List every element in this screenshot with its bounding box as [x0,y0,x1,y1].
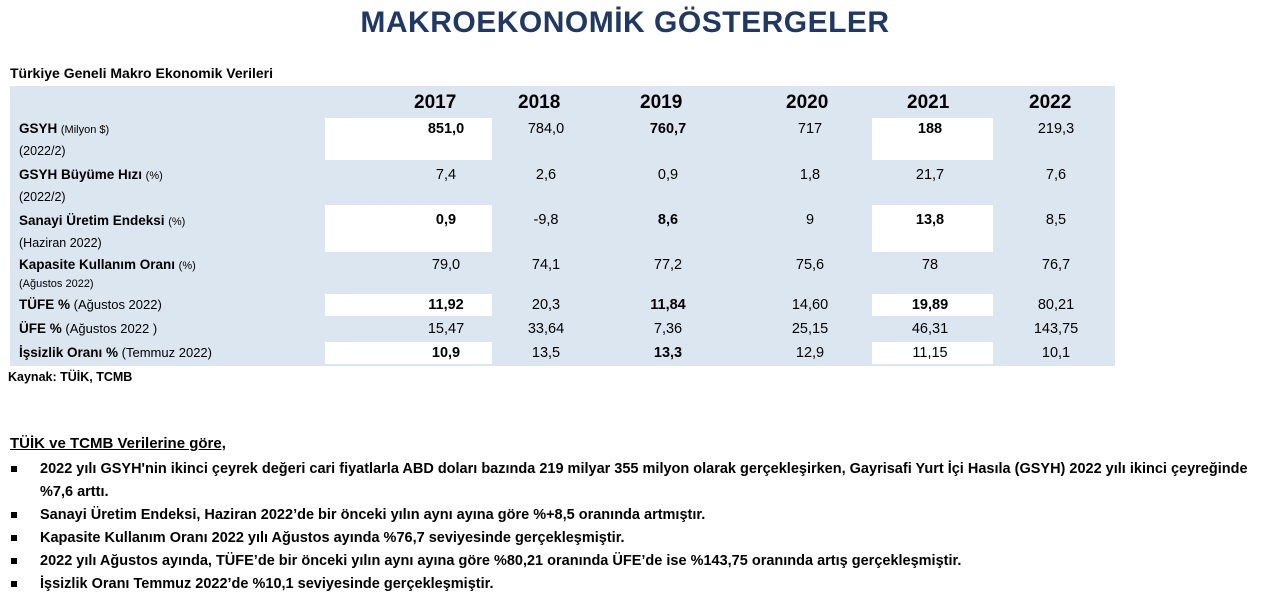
value-cell: 15,47 [427,321,465,337]
year-header: 2018 [518,92,561,113]
value-cell: 33,64 [527,321,565,337]
row-label-kapasite: Kapasite Kullanım Oranı (%) (Ağustos 202… [19,257,196,290]
value-cell: 143,75 [1033,321,1079,337]
highlight-box [872,118,993,160]
value-cell: 10,1 [1041,345,1071,361]
year-header: 2022 [1029,92,1072,113]
list-item: 2022 yılı Ağustos ayında, TÜFE’de bir ön… [10,550,1250,573]
value-cell: 7,36 [653,321,683,337]
row-label-sanayi: Sanayi Üretim Endeksi (%) (Haziran 2022) [19,213,186,250]
value-cell: 7,4 [435,167,457,183]
value-cell: 7,6 [1045,167,1067,183]
row-label-ufe: ÜFE % (Ağustos 2022 ) [19,321,158,336]
highlight-box [325,118,492,160]
value-cell: 188 [917,121,943,137]
year-header: 2019 [640,92,683,113]
value-cell: 0,9 [435,212,457,228]
year-header: 2020 [786,92,829,113]
macro-indicators-table: 2017 2018 2019 2020 2021 2022 GSYH (Mily… [10,86,1115,366]
list-item: Sanayi Üretim Endeksi, Haziran 2022’de b… [10,504,1250,527]
value-cell: 784,0 [527,121,565,137]
value-cell: 79,0 [431,257,461,273]
value-cell: 717 [797,121,823,137]
value-cell: 11,15 [912,345,948,361]
highlight-box [325,294,492,316]
value-cell: 80,21 [1037,297,1075,313]
square-bullet-icon [11,558,17,564]
table-subtitle: Türkiye Geneli Makro Ekonomik Verileri [10,65,273,81]
notes-title: TÜİK ve TCMB Verilerine göre, [10,435,226,452]
square-bullet-icon [11,535,17,541]
value-cell: -9,8 [533,212,559,228]
value-cell: 1,8 [799,167,821,183]
square-bullet-icon [11,581,17,587]
page-title: MAKROEKONOMİK GÖSTERGELER [360,6,890,39]
value-cell: 11,92 [428,297,464,313]
square-bullet-icon [11,466,17,472]
highlight-box [325,342,492,364]
value-cell: 75,6 [795,257,825,273]
value-cell: 25,15 [791,321,829,337]
value-cell: 9 [805,212,815,228]
value-cell: 8,5 [1045,212,1067,228]
year-header: 2021 [907,92,950,113]
value-cell: 8,6 [657,212,679,228]
square-bullet-icon [11,512,17,518]
row-label-tufe: TÜFE % (Ağustos 2022) [19,297,162,312]
highlight-box [872,294,993,316]
value-cell: 2,6 [535,167,557,183]
row-label-issizlik: İşsizlik Oranı % (Temmuz 2022) [19,345,212,360]
value-cell: 46,31 [911,321,949,337]
value-cell: 851,0 [427,121,465,137]
value-cell: 11,84 [650,297,686,313]
row-label-gsyh: GSYH (Milyon $) (2022/2) [19,121,110,158]
list-item: İşsizlik Oranı Temmuz 2022’de %10,1 sevi… [10,573,1250,596]
value-cell: 77,2 [653,257,683,273]
notes-list: 2022 yılı GSYH'nin ikinci çeyrek değeri … [10,458,1250,596]
value-cell: 20,3 [531,297,561,313]
list-item: Kapasite Kullanım Oranı 2022 yılı Ağusto… [10,527,1250,550]
row-label-gsyh-buyume: GSYH Büyüme Hızı (%) (2022/2) [19,167,163,204]
source-note: Kaynak: TÜİK, TCMB [8,370,133,384]
value-cell: 13,5 [531,345,561,361]
value-cell: 74,1 [531,257,561,273]
value-cell: 19,89 [911,297,949,313]
value-cell: 76,7 [1041,257,1071,273]
value-cell: 13,3 [653,345,683,361]
list-item: 2022 yılı GSYH'nin ikinci çeyrek değeri … [10,458,1250,504]
highlight-box [872,342,993,364]
value-cell: 13,8 [915,212,945,228]
value-cell: 78 [921,257,939,273]
year-header: 2017 [414,92,457,113]
value-cell: 12,9 [795,345,825,361]
highlight-box [325,205,492,252]
highlight-box [872,205,993,252]
value-cell: 219,3 [1037,121,1075,137]
value-cell: 0,9 [657,167,679,183]
value-cell: 21,7 [915,167,945,183]
value-cell: 14,60 [791,297,829,313]
value-cell: 760,7 [649,121,687,137]
value-cell: 10,9 [431,345,461,361]
